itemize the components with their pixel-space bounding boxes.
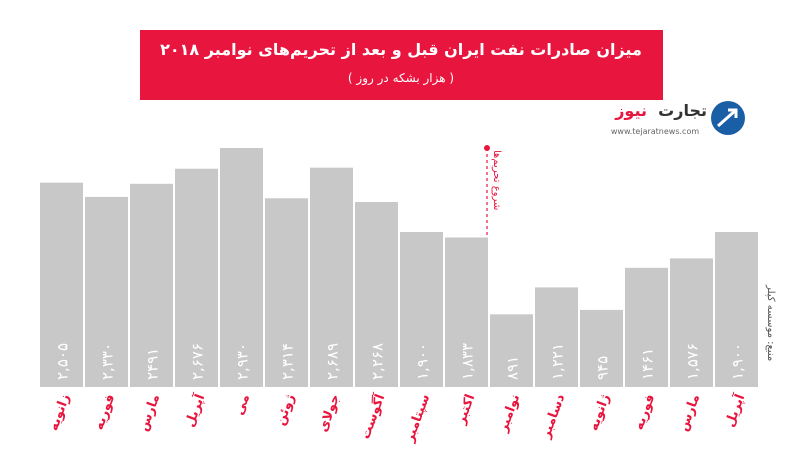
bar xyxy=(670,258,713,387)
bar xyxy=(175,168,218,387)
bar xyxy=(220,148,263,387)
sanctions-dot xyxy=(484,145,490,151)
brand-name-accent: نیوز xyxy=(614,101,647,120)
bar xyxy=(400,232,443,387)
value-label: ۱۴۶۱ xyxy=(639,348,657,380)
bar xyxy=(310,167,353,387)
annotation: شروع تحریم‌ها xyxy=(491,150,502,210)
value-label: ۲,۲۶۸ xyxy=(369,343,387,380)
x-tick-label: می xyxy=(232,392,253,417)
value-label: ۲,۹۳۰ xyxy=(234,343,252,380)
value-label: ۱,۹۰۰ xyxy=(729,343,747,380)
value-label: ۱,۲۲۱ xyxy=(549,343,567,380)
bar xyxy=(445,237,488,387)
value-label: ۲,۶۷۶ xyxy=(189,343,207,380)
value-label: ۲,۵۰۵ xyxy=(54,343,72,380)
value-label: ۱,۵۷۶ xyxy=(684,343,702,380)
bar xyxy=(535,287,578,387)
value-label: ۲,۳۱۴ xyxy=(279,343,297,380)
value-label: ۸۹۱ xyxy=(504,356,522,380)
brand-name: تجارت xyxy=(658,101,707,120)
bar xyxy=(265,198,308,387)
bar xyxy=(40,182,83,387)
bar xyxy=(130,183,173,387)
bar xyxy=(490,314,533,387)
value-label: ۲,۶۸۹ xyxy=(324,343,342,380)
bar xyxy=(85,196,128,387)
value-label: ۹۴۵ xyxy=(594,356,612,380)
bar xyxy=(580,309,623,387)
logo-arrow xyxy=(717,108,738,128)
chart-subtitle: ( هزار بشکه در روز ) xyxy=(348,71,454,86)
bar xyxy=(625,267,668,387)
value-label: ۱,۹۰۰ xyxy=(414,343,432,380)
website: www.tejaratnews.com xyxy=(611,127,699,136)
value-label: ۲,۳۳۰ xyxy=(99,343,117,380)
chart-title: میزان صادرات نفت ایران قبل و بعد از تحری… xyxy=(160,40,642,59)
bar xyxy=(355,201,398,387)
value-label: ۱,۸۳۳ xyxy=(459,343,477,380)
source: منبع: موسسه کپلر xyxy=(765,284,776,361)
value-label: ۲۴۹۱ xyxy=(144,348,162,380)
bar xyxy=(715,232,758,387)
title-box xyxy=(140,30,663,100)
